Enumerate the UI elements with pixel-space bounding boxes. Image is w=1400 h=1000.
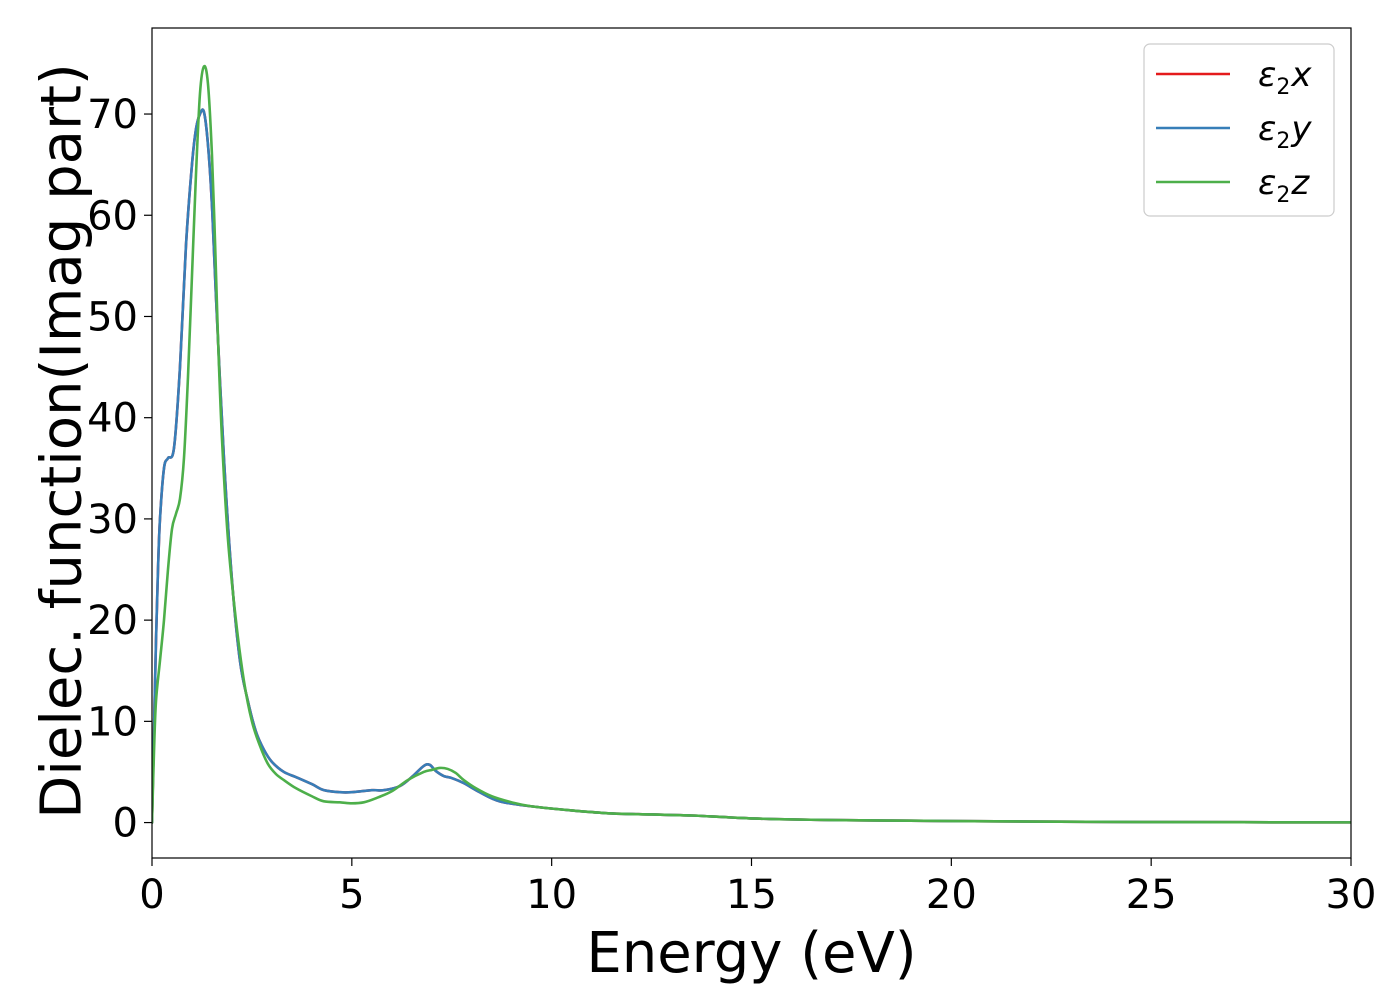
legend: ε2x ε2y ε2z [1143,43,1335,217]
y-tick-label: 30 [87,497,138,543]
x-axis: 0 5 10 15 20 25 30 [139,858,1376,918]
y-tick-label: 0 [113,801,138,847]
x-tick-label: 0 [139,872,164,918]
series-layer [152,64,1351,824]
y-tick-label: 50 [87,294,138,340]
y-axis: 0 10 20 30 40 50 60 70 [87,92,152,847]
series-line-z [152,64,1351,824]
y-tick-label: 70 [87,92,138,138]
y-tick-label: 60 [87,193,138,239]
x-tick-label: 30 [1326,872,1377,918]
y-tick-label: 10 [87,699,138,745]
x-tick-label: 20 [926,872,977,918]
x-tick-label: 5 [339,872,364,918]
y-axis-title: Dielec. function(Imag part) [30,63,95,819]
y-tick-label: 20 [87,598,138,644]
y-tick-label: 40 [87,396,138,442]
x-axis-title: Energy (eV) [586,921,916,986]
x-tick-label: 15 [726,872,777,918]
legend-label-x: ε2x [1258,55,1312,100]
x-tick-label: 25 [1126,872,1177,918]
legend-box [1143,43,1335,217]
legend-label-y: ε2y [1258,109,1312,154]
x-tick-label: 10 [526,872,577,918]
legend-label-z: ε2z [1258,163,1310,208]
